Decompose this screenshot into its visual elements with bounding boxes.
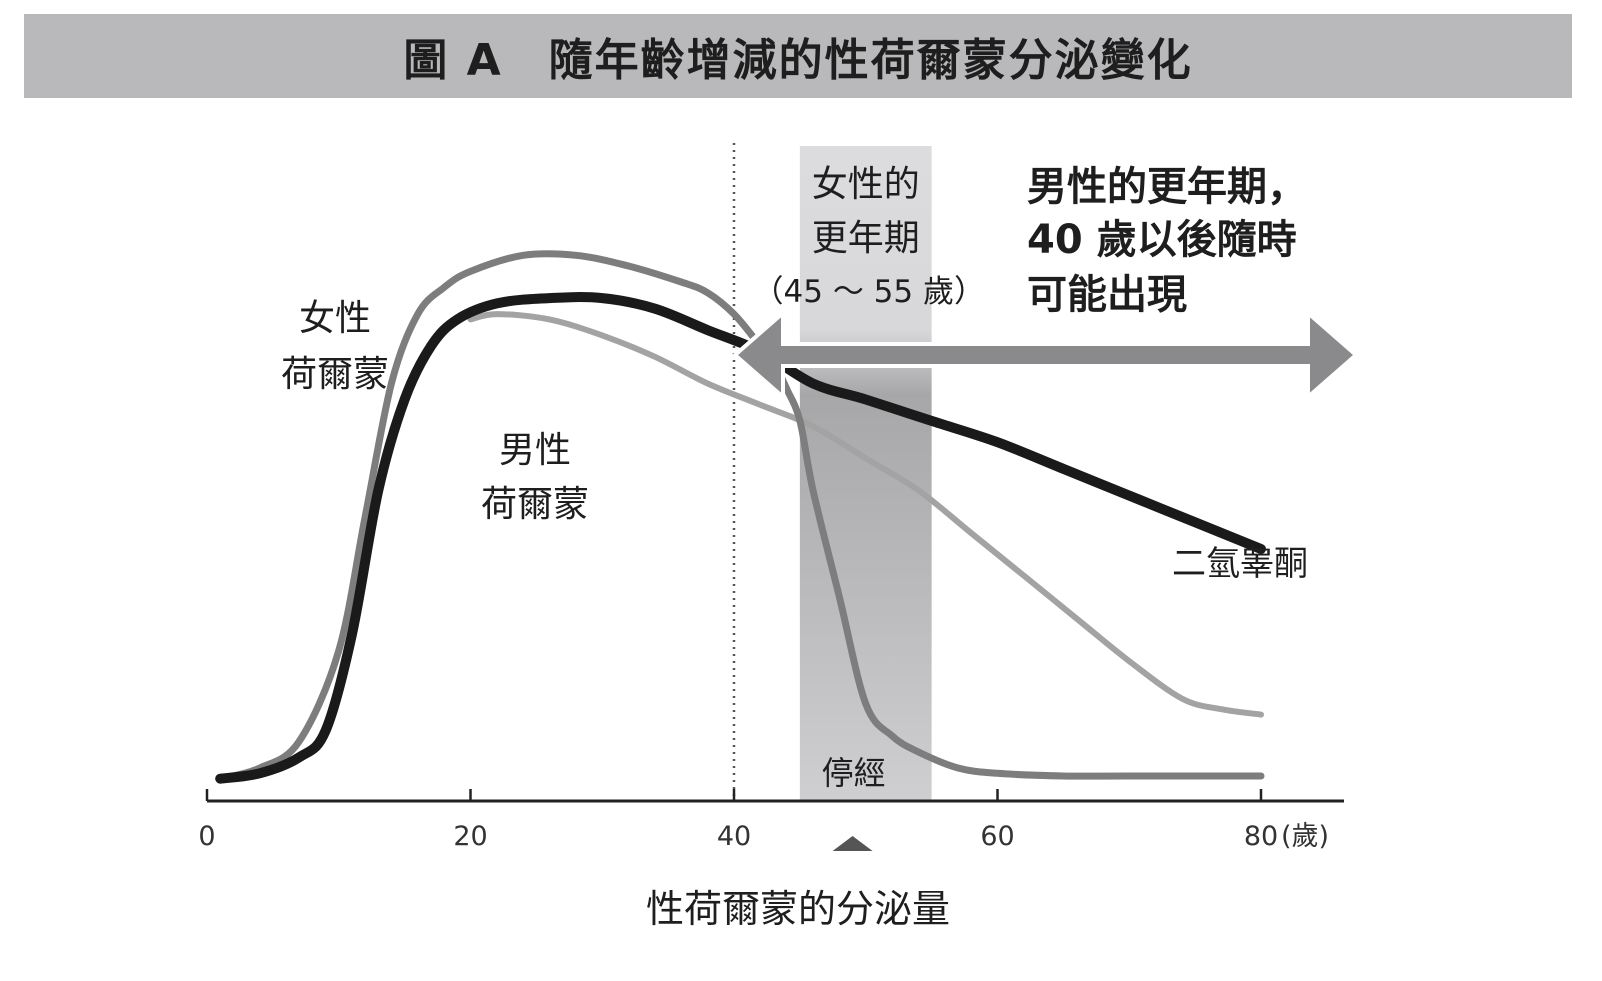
x-tick-label: 20 — [453, 821, 487, 852]
x-tick-label: 40 — [717, 821, 751, 852]
x-tick-label: 0 — [198, 821, 215, 852]
female-menopause-label-line1: 女性的 — [812, 164, 920, 205]
male-hormone-label-line2: 荷爾蒙 — [481, 484, 589, 525]
x-tick-label: 60 — [980, 821, 1014, 852]
title-bar: 圖 A 隨年齡增減的性荷爾蒙分泌變化 — [24, 14, 1572, 98]
female-menopause-label-line2: 更年期 — [812, 218, 920, 259]
male-menopause-label-line2: 40 歲以後隨時 — [1027, 217, 1297, 263]
male-hormone-label-line1: 男性 — [499, 430, 571, 471]
x-tick-label: 80 — [1244, 821, 1278, 852]
x-unit-label: (歲) — [1281, 821, 1329, 852]
menopause-marker-triangle — [832, 836, 873, 851]
series-lines — [215, 250, 1266, 784]
x-ticks: 0 20 40 60 80 (歲) — [198, 789, 1329, 852]
female-menopause-band — [799, 146, 932, 801]
female-menopause-age-range: （45 ～ 55 歲） — [753, 274, 985, 310]
male-menopause-label-line1: 男性的更年期， — [1027, 164, 1307, 210]
female-hormone-label-line1: 女性 — [299, 298, 371, 339]
menopause-label: 停經 — [822, 754, 886, 792]
male-hormone-line — [215, 292, 1266, 784]
female-hormone-line — [216, 250, 1265, 783]
female-hormone-label-line2: 荷爾蒙 — [281, 354, 389, 395]
male-menopause-arrow — [731, 308, 1360, 402]
male-menopause-label-line3: 可能出現 — [1027, 272, 1187, 318]
chart-title: 圖 A 隨年齡增減的性荷爾蒙分泌變化 — [403, 35, 1193, 86]
dht-line — [467, 311, 1264, 718]
dht-label: 二氫睾酮 — [1172, 544, 1308, 584]
x-axis-label: 性荷爾蒙的分泌量 — [646, 887, 950, 931]
